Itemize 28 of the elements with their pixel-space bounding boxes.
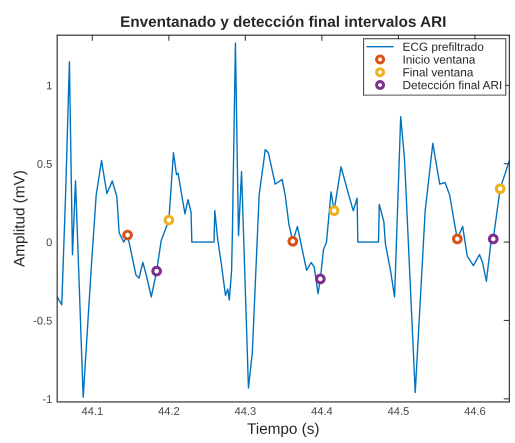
y-tick-label: -0.5	[34, 316, 52, 325]
x-tick-label: 44.2	[158, 407, 180, 415]
point	[151, 266, 162, 276]
y-tick-label: 0	[46, 238, 52, 246]
x-tick-label: 44.5	[388, 407, 409, 415]
y-axis-title: Amplitud (mV)	[13, 171, 28, 267]
point	[494, 183, 506, 194]
y-tick-label: 0.5	[37, 160, 52, 168]
point	[328, 205, 340, 216]
point	[164, 214, 174, 226]
point	[122, 230, 133, 240]
x-tick-label: 44.6	[464, 407, 486, 415]
x-tick-label: 44.3	[234, 407, 256, 415]
line-series	[57, 42, 510, 398]
point	[488, 234, 499, 244]
chart-title: Enventanado y detección final intervalos ARI	[121, 16, 446, 30]
x-tick-label: 44.1	[82, 407, 103, 415]
legend-label: Detección final ARI	[403, 80, 502, 90]
legend-label: Final ventana	[403, 68, 474, 76]
legend-label: ECG prefiltrado	[403, 42, 484, 54]
point	[452, 234, 463, 244]
point	[315, 274, 326, 284]
y-tick-label: 1	[46, 82, 52, 90]
point	[287, 236, 298, 247]
y-tick-label: -1	[42, 395, 52, 403]
x-tick-label: 44.4	[311, 407, 332, 415]
legend-label: Inicio ventana	[404, 55, 476, 64]
x-axis-title: Tiempo (s)	[247, 422, 319, 437]
